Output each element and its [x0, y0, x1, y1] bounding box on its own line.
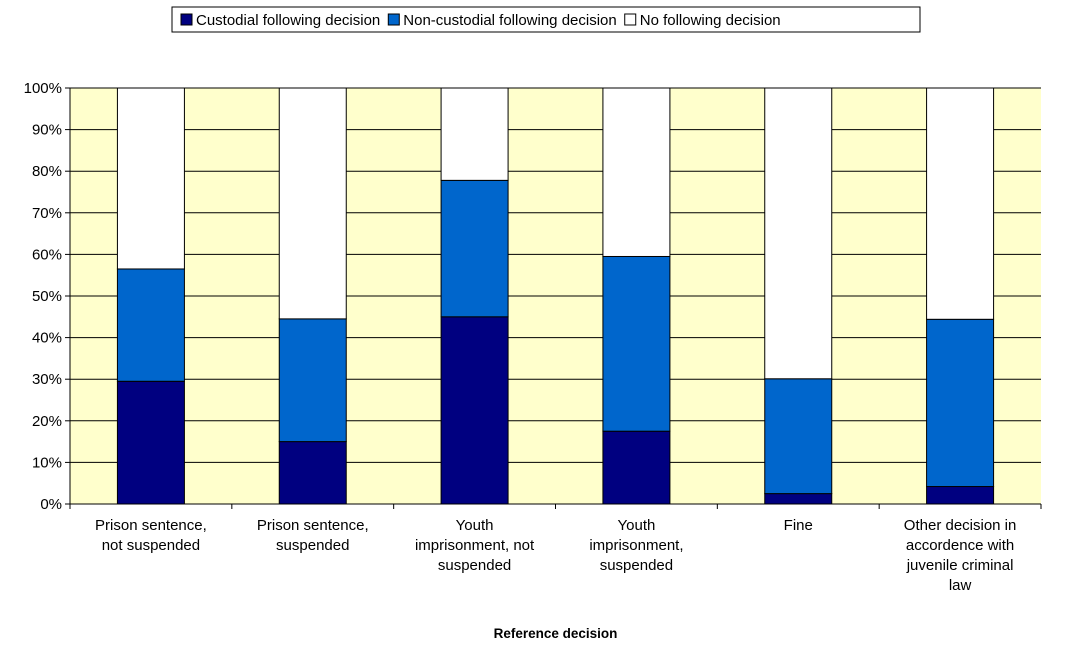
- legend-label: Custodial following decision: [196, 12, 380, 29]
- y-tick-label: 90%: [32, 122, 62, 139]
- bars: [116, 87, 995, 505]
- y-tick-label: 10%: [32, 454, 62, 471]
- x-category-label: Fine: [784, 517, 813, 534]
- bar-segment: [764, 87, 833, 380]
- legend: Custodial following decision Non-custodia…: [171, 6, 921, 33]
- bar-segment: [440, 316, 509, 505]
- y-tick-label: 80%: [32, 163, 62, 180]
- legend-swatch: [180, 13, 193, 26]
- bar-segment: [926, 318, 995, 488]
- legend-box: [171, 6, 921, 33]
- x-category-label: Youth imprisonment, suspended: [589, 517, 683, 574]
- bar-segment: [116, 380, 185, 505]
- x-axis-label: Reference decision: [494, 626, 618, 641]
- bar-segment: [926, 87, 995, 320]
- bar-segment: [602, 430, 671, 505]
- x-category-label: Prison sentence, not suspended: [95, 517, 207, 554]
- x-category-label: Youth imprisonment, not suspended: [415, 517, 535, 574]
- legend-label: Non-custodial following decision: [403, 12, 616, 29]
- y-tick-label: 0%: [40, 496, 62, 513]
- bar-segment: [440, 179, 509, 318]
- bar-segment: [116, 268, 185, 382]
- legend-label: No following decision: [640, 12, 781, 29]
- legend-swatch: [387, 13, 400, 26]
- x-category-label: Other decision in accordence with juvenile…: [904, 517, 1017, 594]
- y-tick-label: 60%: [32, 246, 62, 263]
- x-category-label: Prison sentence, suspended: [257, 517, 369, 554]
- y-tick-label: 70%: [32, 205, 62, 222]
- y-tick-label: 100%: [24, 80, 62, 97]
- y-tick-label: 50%: [32, 288, 62, 305]
- bar-segment: [764, 493, 833, 505]
- bar-segment: [602, 87, 671, 257]
- y-tick-labels: 0% 10% 20% 30% 40% 50% 60% 70% 80% 90% 100%: [24, 80, 62, 513]
- gridlines: [70, 87, 1041, 463]
- y-tick-label: 30%: [32, 371, 62, 388]
- bar-segment: [764, 378, 833, 495]
- axes: [65, 87, 1042, 509]
- bar-segment: [278, 441, 347, 505]
- y-tick-label: 40%: [32, 330, 62, 347]
- x-category-labels: Prison sentence, not suspended Prison sent…: [95, 517, 1016, 594]
- bar-segment: [440, 87, 509, 181]
- bar-segment: [278, 87, 347, 320]
- legend-swatch: [624, 13, 637, 26]
- bar-segment: [278, 318, 347, 443]
- bar-segment: [602, 255, 671, 432]
- bar-segment: [116, 87, 185, 270]
- y-tick-label: 20%: [32, 413, 62, 430]
- bar-segment: [926, 486, 995, 505]
